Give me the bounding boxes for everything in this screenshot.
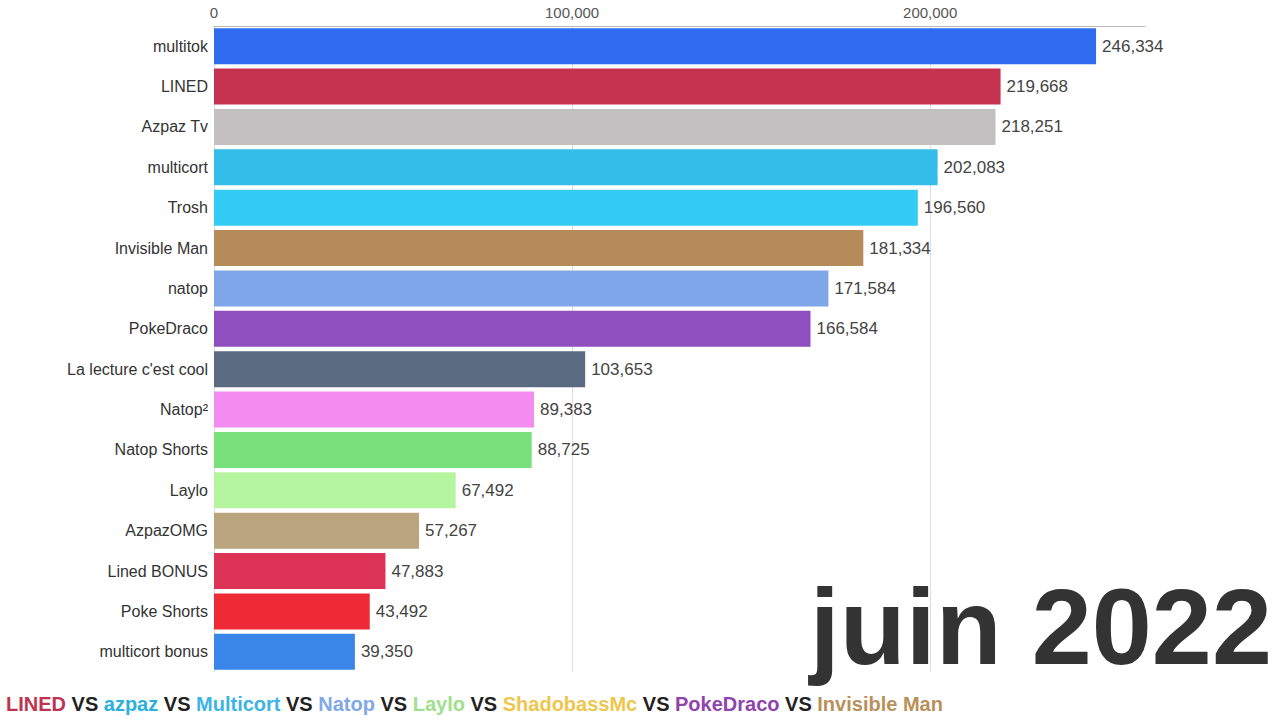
svg-text:103,653: 103,653	[591, 360, 652, 379]
svg-text:VS: VS	[158, 693, 196, 715]
svg-text:Lined BONUS: Lined BONUS	[108, 563, 209, 580]
svg-text:67,492: 67,492	[462, 481, 514, 500]
svg-text:ShadobassMc: ShadobassMc	[503, 693, 637, 715]
svg-text:0: 0	[210, 4, 218, 21]
svg-text:Multicort: Multicort	[196, 693, 281, 715]
svg-text:39,350: 39,350	[361, 642, 413, 661]
svg-text:VS: VS	[375, 693, 413, 715]
svg-text:AzpazOMG: AzpazOMG	[125, 522, 208, 539]
svg-text:196,560: 196,560	[924, 198, 985, 217]
svg-text:Laylo: Laylo	[170, 482, 208, 499]
svg-text:multicort bonus: multicort bonus	[100, 643, 209, 660]
svg-text:Natop: Natop	[318, 693, 375, 715]
svg-text:57,267: 57,267	[425, 521, 477, 540]
svg-text:VS: VS	[66, 693, 104, 715]
svg-text:La lecture c'est cool: La lecture c'est cool	[67, 361, 208, 378]
svg-text:Azpaz Tv: Azpaz Tv	[142, 118, 208, 135]
svg-text:Natop Shorts: Natop Shorts	[115, 441, 208, 458]
svg-text:43,492: 43,492	[376, 602, 428, 621]
svg-text:Invisible Man: Invisible Man	[817, 693, 943, 715]
svg-text:246,334: 246,334	[1102, 37, 1163, 56]
svg-text:VS: VS	[465, 693, 503, 715]
svg-text:VS: VS	[637, 693, 675, 715]
svg-text:VS: VS	[780, 693, 818, 715]
svg-text:47,883: 47,883	[391, 562, 443, 581]
svg-text:azpaz: azpaz	[104, 693, 158, 715]
svg-text:PokeDraco: PokeDraco	[129, 320, 208, 337]
svg-text:Invisible Man: Invisible Man	[115, 240, 208, 257]
svg-text:Natop²: Natop²	[160, 401, 209, 418]
svg-text:218,251: 218,251	[1002, 117, 1063, 136]
svg-text:multitok: multitok	[153, 38, 209, 55]
svg-text:200,000: 200,000	[903, 4, 957, 21]
svg-text:LINED: LINED	[6, 693, 66, 715]
svg-text:100,000: 100,000	[545, 4, 599, 21]
svg-text:171,584: 171,584	[834, 279, 895, 298]
svg-text:PokeDraco: PokeDraco	[675, 693, 780, 715]
svg-text:multicort: multicort	[148, 159, 209, 176]
svg-text:219,668: 219,668	[1007, 77, 1068, 96]
svg-text:VS: VS	[280, 693, 318, 715]
svg-text:89,383: 89,383	[540, 400, 592, 419]
svg-text:juin 2022: juin 2022	[808, 566, 1272, 687]
svg-text:LINED: LINED	[161, 78, 208, 95]
svg-text:Poke Shorts: Poke Shorts	[121, 603, 208, 620]
svg-text:Laylo: Laylo	[413, 693, 465, 715]
svg-text:Trosh: Trosh	[168, 199, 208, 216]
svg-text:natop: natop	[168, 280, 208, 297]
svg-text:166,584: 166,584	[816, 319, 877, 338]
svg-text:202,083: 202,083	[944, 158, 1005, 177]
svg-text:181,334: 181,334	[869, 239, 930, 258]
svg-text:88,725: 88,725	[538, 440, 590, 459]
